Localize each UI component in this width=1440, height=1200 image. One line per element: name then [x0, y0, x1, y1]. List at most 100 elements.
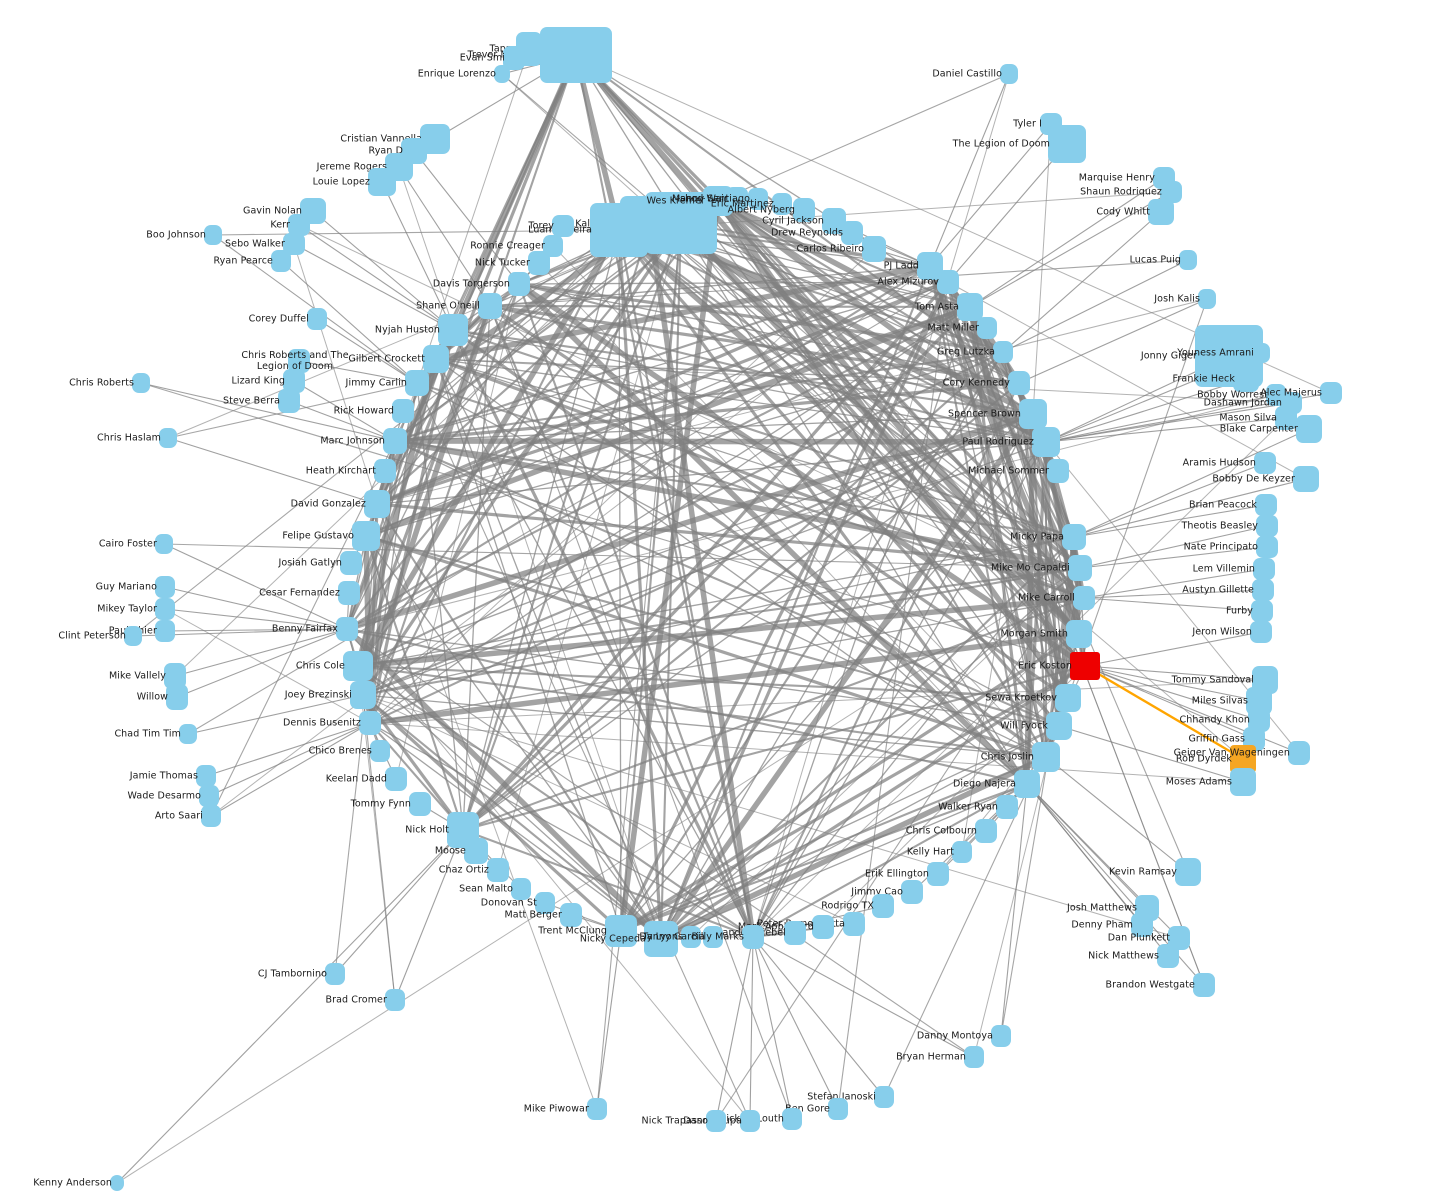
graph-node[interactable] — [368, 168, 396, 196]
graph-node[interactable] — [957, 293, 983, 321]
graph-node[interactable] — [383, 428, 407, 454]
graph-node[interactable] — [843, 912, 865, 936]
graph-node[interactable] — [1250, 621, 1272, 643]
graph-node[interactable] — [784, 921, 806, 945]
graph-node[interactable] — [560, 903, 582, 927]
graph-node[interactable] — [1256, 515, 1278, 537]
graph-node[interactable] — [409, 792, 431, 816]
graph-node[interactable] — [288, 214, 310, 236]
graph-node[interactable] — [975, 819, 997, 843]
graph-node[interactable] — [423, 345, 449, 373]
graph-node[interactable] — [155, 598, 175, 620]
graph-node[interactable] — [343, 651, 373, 681]
graph-node[interactable] — [385, 767, 407, 791]
graph-node[interactable] — [862, 236, 886, 262]
graph-node[interactable] — [726, 187, 748, 211]
graph-node[interactable] — [464, 838, 488, 864]
graph-node[interactable] — [590, 203, 648, 257]
graph-node[interactable] — [338, 581, 360, 605]
graph-node[interactable] — [552, 215, 574, 237]
graph-node[interactable] — [503, 46, 525, 70]
graph-node[interactable] — [996, 795, 1018, 819]
graph-node[interactable] — [1198, 289, 1216, 309]
graph-node[interactable] — [1255, 494, 1277, 516]
graph-node[interactable] — [1288, 741, 1310, 765]
graph-node[interactable] — [352, 521, 380, 551]
graph-node[interactable] — [1046, 712, 1072, 740]
graph-node[interactable] — [364, 490, 390, 518]
graph-node[interactable] — [288, 349, 310, 373]
graph-node[interactable] — [1320, 382, 1342, 404]
graph-node[interactable] — [605, 915, 637, 947]
graph-node[interactable] — [278, 389, 300, 413]
graph-node[interactable] — [901, 880, 923, 904]
graph-node[interactable] — [1014, 770, 1040, 798]
graph-node[interactable] — [748, 188, 768, 210]
graph-node[interactable] — [828, 1098, 848, 1120]
graph-node[interactable] — [110, 1175, 124, 1191]
graph-node[interactable] — [374, 459, 396, 483]
graph-node[interactable] — [772, 193, 792, 215]
graph-node[interactable] — [993, 341, 1013, 363]
graph-node[interactable] — [370, 740, 390, 762]
graph-node[interactable] — [1179, 250, 1197, 270]
graph-node[interactable] — [1019, 399, 1047, 429]
graph-node[interactable] — [487, 858, 509, 882]
graph-node[interactable] — [1070, 652, 1100, 680]
graph-node[interactable] — [1275, 406, 1297, 430]
graph-node[interactable] — [494, 65, 510, 83]
graph-node[interactable] — [841, 221, 863, 245]
graph-node[interactable] — [528, 251, 550, 275]
graph-node[interactable] — [740, 1110, 760, 1132]
graph-node[interactable] — [1047, 459, 1069, 483]
graph-node[interactable] — [1148, 199, 1174, 225]
graph-node[interactable] — [952, 841, 972, 863]
graph-node[interactable] — [307, 308, 327, 330]
graph-node[interactable] — [283, 233, 305, 255]
graph-node[interactable] — [964, 1046, 984, 1068]
graph-node[interactable] — [350, 681, 376, 709]
graph-node[interactable] — [1062, 524, 1086, 550]
graph-node[interactable] — [1253, 558, 1275, 580]
graph-node[interactable] — [1175, 858, 1201, 886]
graph-node[interactable] — [359, 711, 381, 735]
graph-node[interactable] — [991, 1025, 1011, 1047]
graph-node[interactable] — [1293, 466, 1319, 492]
graph-node[interactable] — [511, 878, 531, 900]
graph-node[interactable] — [1252, 579, 1274, 601]
graph-node[interactable] — [927, 862, 949, 886]
graph-node[interactable] — [1252, 343, 1270, 363]
graph-node[interactable] — [155, 534, 173, 554]
graph-node[interactable] — [1254, 452, 1276, 474]
graph-node[interactable] — [385, 989, 405, 1011]
graph-node[interactable] — [1131, 913, 1153, 937]
graph-node[interactable] — [159, 428, 177, 448]
graph-node[interactable] — [1296, 415, 1322, 443]
graph-node[interactable] — [340, 551, 362, 575]
graph-node[interactable] — [124, 626, 142, 646]
graph-node[interactable] — [1230, 768, 1256, 796]
graph-node[interactable] — [1066, 620, 1092, 648]
graph-node[interactable] — [535, 892, 555, 914]
graph-node[interactable] — [1073, 586, 1095, 610]
graph-node[interactable] — [1048, 125, 1086, 163]
graph-node[interactable] — [196, 765, 216, 787]
graph-node[interactable] — [1068, 555, 1092, 581]
graph-node[interactable] — [204, 225, 222, 245]
graph-node[interactable] — [155, 620, 175, 642]
graph-node[interactable] — [1248, 708, 1270, 732]
graph-node[interactable] — [540, 27, 612, 83]
graph-node[interactable] — [1233, 366, 1259, 392]
graph-node[interactable] — [201, 805, 221, 827]
graph-node[interactable] — [155, 576, 175, 598]
graph-node[interactable] — [703, 926, 723, 948]
graph-node[interactable] — [1032, 742, 1060, 772]
graph-node[interactable] — [1193, 973, 1215, 997]
graph-node[interactable] — [164, 663, 186, 689]
graph-node[interactable] — [1000, 64, 1018, 84]
graph-node[interactable] — [271, 250, 291, 272]
graph-node[interactable] — [1055, 684, 1081, 712]
graph-node[interactable] — [478, 293, 502, 319]
graph-node[interactable] — [543, 235, 563, 257]
